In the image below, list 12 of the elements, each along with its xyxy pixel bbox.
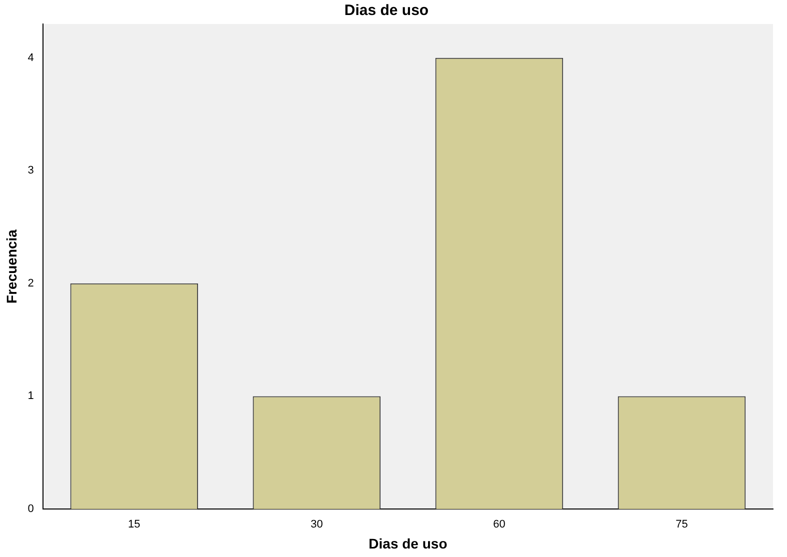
y-tick-label: 4 [28, 52, 34, 64]
y-tick-label: 3 [28, 164, 34, 177]
x-tick-label: 75 [676, 518, 688, 531]
y-tick-label: 1 [28, 390, 34, 402]
x-tick-label: 30 [310, 518, 323, 531]
x-tick-label: 15 [128, 518, 140, 531]
x-axis-title: Dias de uso [368, 535, 448, 552]
y-axis-title: Frecuencia [3, 229, 20, 304]
chart-title: Dias de uso [344, 2, 429, 20]
y-tick-label: 0 [28, 503, 34, 516]
y-tick-label: 2 [28, 277, 34, 290]
x-tick-label: 60 [493, 518, 506, 531]
